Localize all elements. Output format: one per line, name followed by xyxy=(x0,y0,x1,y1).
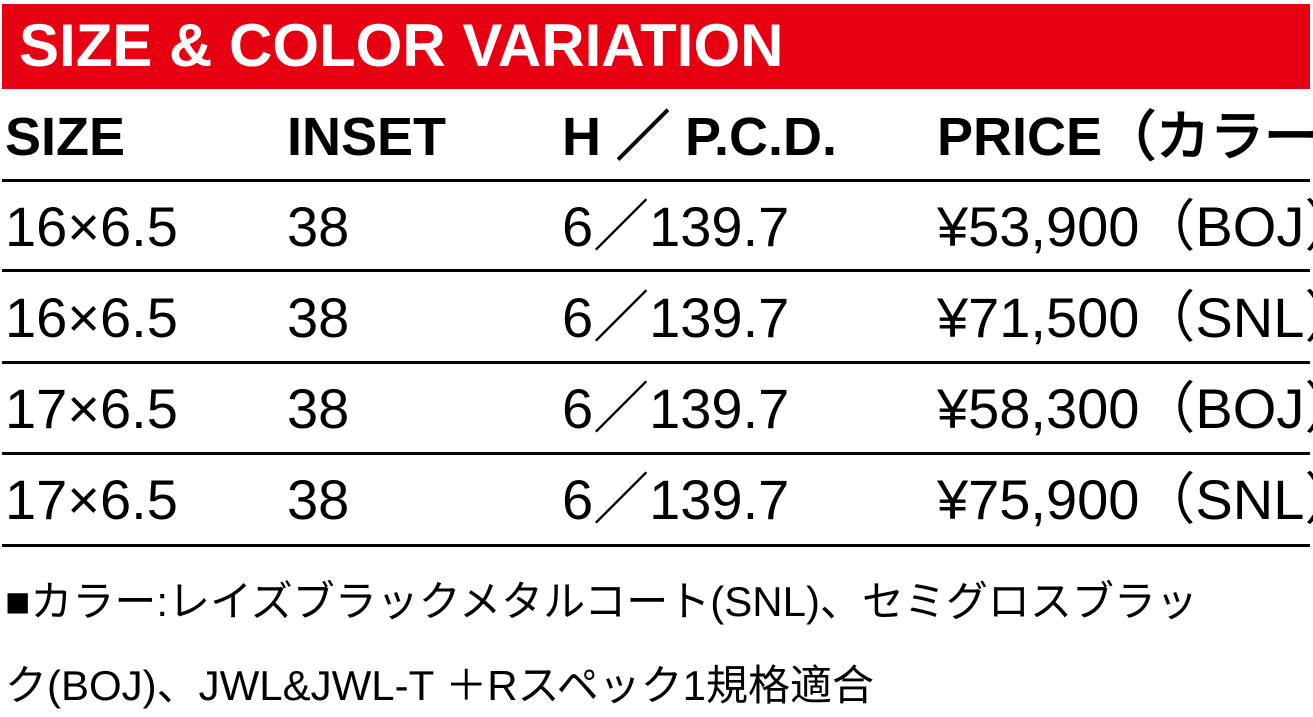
header-size: SIZE xyxy=(5,107,126,167)
table-row: 16×6.5 38 6／139.7 ¥53,900（BOJ） xyxy=(0,183,1313,271)
cell-pcd: 6／139.7 xyxy=(562,377,790,440)
section-title: SIZE & COLOR VARIATION xyxy=(19,12,784,79)
cell-pcd: 6／139.7 xyxy=(562,195,790,258)
divider xyxy=(2,269,1310,272)
cell-size: 16×6.5 xyxy=(5,195,178,258)
cell-pcd: 6／139.7 xyxy=(562,468,790,531)
table-header: SIZE INSET H ／ P.C.D. PRICE（カラー） xyxy=(0,93,1313,181)
table-row: 17×6.5 38 6／139.7 ¥58,300（BOJ） xyxy=(0,365,1313,453)
cell-pcd: 6／139.7 xyxy=(562,286,790,349)
color-note-line-2: ク(BOJ)、JWL&JWL-T ＋Rスペック1規格適合 xyxy=(5,662,874,709)
table-row: 16×6.5 38 6／139.7 ¥71,500（SNL） xyxy=(0,274,1313,362)
cell-inset: 38 xyxy=(287,377,350,440)
cell-size: 17×6.5 xyxy=(5,377,178,440)
cell-price: ¥53,900（BOJ） xyxy=(937,195,1313,258)
cell-inset: 38 xyxy=(287,286,350,349)
cell-price: ¥75,900（SNL） xyxy=(937,468,1313,531)
divider xyxy=(2,452,1310,455)
cell-price: ¥58,300（BOJ） xyxy=(937,377,1313,440)
cell-inset: 38 xyxy=(287,468,350,531)
cell-price: ¥71,500（SNL） xyxy=(937,286,1313,349)
divider xyxy=(2,179,1310,182)
cell-inset: 38 xyxy=(287,195,350,258)
cell-size: 17×6.5 xyxy=(5,468,178,531)
divider xyxy=(2,544,1310,547)
color-note-line-1: ■カラー:レイズブラックメタルコート(SNL)、セミグロスブラッ xyxy=(5,578,1198,625)
section-banner: SIZE & COLOR VARIATION xyxy=(2,4,1310,89)
table-row: 17×6.5 38 6／139.7 ¥75,900（SNL） xyxy=(0,456,1313,544)
divider xyxy=(2,361,1310,364)
header-pcd: H ／ P.C.D. xyxy=(562,107,838,167)
header-inset: INSET xyxy=(287,107,447,167)
header-price: PRICE（カラー） xyxy=(937,107,1313,167)
cell-size: 16×6.5 xyxy=(5,286,178,349)
